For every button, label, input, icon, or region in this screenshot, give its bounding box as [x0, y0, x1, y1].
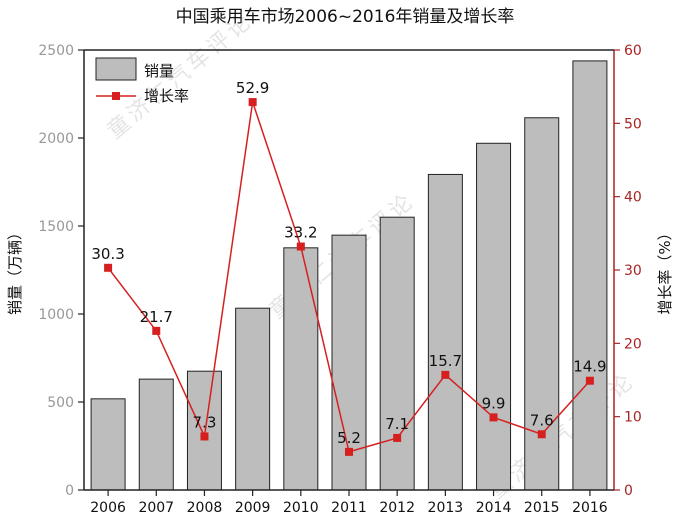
left-tick-label: 1000 [38, 307, 74, 323]
line-series: 30.3 21.7 7.3 52.9 33.2 5.2 7.1 15.7 9.9 7.6 14.9 [91, 79, 607, 456]
x-tick-label-2012: 2012 [379, 500, 415, 516]
x-tick-label-2009: 2009 [235, 500, 271, 516]
x-tick-label-2014: 2014 [476, 500, 512, 516]
right-tick-label: 40 [624, 190, 642, 206]
x-axis-tick-labels: 2006 2007 2008 2009 2010 2011 2012 2013 2014 2015… [90, 490, 608, 516]
chart-title: 中国乘用车市场2006~2016年销量及增长率 [176, 7, 515, 27]
bar-series [90, 60, 608, 491]
legend-label-growth: 增长率 [144, 87, 189, 105]
legend: 销量 增长率 [95, 57, 189, 105]
bar-2010 [283, 247, 319, 491]
right-tick-label: 50 [624, 116, 642, 132]
left-axis-ticks: 0 500 1000 1500 2000 2500 [38, 43, 84, 499]
bar-2006 [90, 398, 126, 491]
x-tick-label-2015: 2015 [524, 500, 560, 516]
x-tick-label-2006: 2006 [90, 500, 126, 516]
growth-label-2006: 30.3 [91, 245, 124, 263]
growth-label-2014: 9.9 [482, 394, 506, 412]
right-tick-label: 10 [624, 410, 642, 426]
x-tick-label-2016: 2016 [572, 500, 608, 516]
x-tick-label-2007: 2007 [138, 500, 174, 516]
growth-label-2009: 52.9 [236, 79, 269, 97]
legend-label-sales: 销量 [144, 62, 174, 80]
growth-point-2011 [345, 447, 353, 456]
growth-label-2010: 33.2 [284, 224, 317, 242]
legend-bar-swatch [95, 57, 137, 81]
growth-label-2012: 7.1 [385, 415, 409, 433]
bar-2013 [427, 173, 463, 491]
right-axis-ticks: 0 10 20 30 40 50 60 [614, 43, 642, 499]
right-tick-label: 60 [624, 43, 642, 59]
right-tick-label: 0 [624, 483, 633, 499]
right-tick-label: 30 [624, 263, 642, 279]
growth-point-2015 [537, 430, 546, 439]
growth-label-2011: 5.2 [337, 429, 361, 447]
growth-label-2015: 7.6 [530, 411, 554, 429]
bar-2014 [476, 142, 512, 491]
growth-point-2010 [296, 242, 305, 251]
left-tick-label: 1500 [38, 219, 74, 235]
x-tick-label-2013: 2013 [428, 500, 464, 516]
bar-2016 [572, 60, 608, 491]
left-tick-label: 2000 [38, 131, 74, 147]
growth-point-2016 [585, 376, 594, 385]
growth-point-2013 [441, 370, 450, 379]
growth-point-2007 [152, 326, 161, 335]
growth-point-2006 [104, 263, 113, 272]
y-axis-label-left: 销量（万辆） [6, 225, 24, 315]
growth-label-2008: 7.3 [193, 413, 217, 431]
x-tick-label-2010: 2010 [283, 500, 319, 516]
growth-point-2008 [200, 432, 209, 441]
right-tick-label: 20 [624, 336, 642, 352]
x-tick-label-2008: 2008 [187, 500, 223, 516]
x-tick-label-2011: 2011 [331, 500, 367, 516]
growth-label-2016: 14.9 [573, 358, 606, 376]
bar-2009 [235, 307, 271, 491]
growth-point-2012 [393, 433, 402, 442]
left-tick-label: 2500 [38, 43, 74, 59]
growth-label-2007: 21.7 [140, 308, 173, 326]
left-tick-label: 500 [47, 395, 74, 411]
legend-line-marker [112, 92, 120, 100]
growth-point-2014 [489, 413, 498, 422]
growth-point-2009 [248, 98, 257, 107]
bar-2007 [138, 378, 174, 491]
y-axis-label-right: 增长率（%） [656, 225, 674, 314]
growth-label-2013: 15.7 [429, 352, 462, 370]
bar-2012 [379, 216, 415, 491]
bar-2008 [186, 370, 222, 491]
left-tick-label: 0 [65, 483, 74, 499]
